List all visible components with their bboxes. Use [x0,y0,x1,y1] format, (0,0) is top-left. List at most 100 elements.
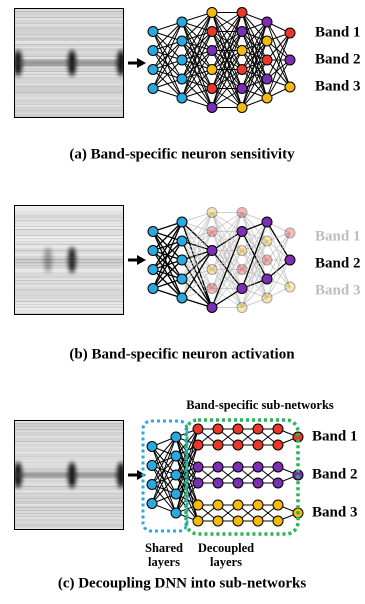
noise [14,34,124,35]
neuron [237,208,247,218]
neuron [148,265,158,275]
noise [14,115,124,116]
noise [14,217,124,218]
band-label: Band 3 [315,78,360,94]
noise [14,431,124,432]
neuron [213,462,223,472]
shared-label: Shared [145,541,183,555]
noise [14,440,124,441]
neuron [273,516,283,526]
noise [14,219,124,220]
noise [14,277,124,278]
noise [14,313,124,314]
noise [14,97,124,98]
neuron [285,55,295,65]
noise [14,444,124,445]
neuron [262,293,272,303]
noise [14,246,124,247]
neuron [177,93,187,103]
noise [14,241,124,242]
streak [14,61,124,65]
shared-label: layers [148,555,180,569]
noise [14,11,124,12]
noise [14,426,124,427]
noise [14,47,124,48]
neuron [193,478,203,488]
noise [14,464,124,465]
noise [14,232,124,233]
noise [14,238,124,239]
noise [14,222,124,223]
neuron [207,303,217,313]
noise [14,210,124,211]
noise [14,53,124,54]
noise [14,274,124,275]
neuron [285,228,295,238]
noise [14,432,124,433]
noise [14,276,124,277]
noise [14,14,124,15]
noise [14,32,124,33]
arrow-head [137,58,146,68]
noise [14,220,124,221]
noise [14,98,124,99]
noise [14,488,124,489]
noise [14,235,124,236]
noise [14,92,124,93]
neuron [193,516,203,526]
noise [14,208,124,209]
neuron [273,462,283,472]
noise [14,515,124,516]
noise [14,207,124,208]
noise [14,462,124,463]
noise [14,28,124,29]
noise [14,250,124,251]
noise [14,428,124,429]
noise [14,461,124,462]
band-label: Band 2 [315,51,360,67]
neuron [285,82,295,92]
neuron [207,246,217,256]
noise [14,291,124,292]
neuron [171,508,181,518]
decoupled-label: Decoupled [198,541,254,555]
subnetworks-title: Band-specific sub-networks [186,398,334,412]
neuron [285,28,295,38]
noise [14,503,124,504]
neuron [171,470,181,480]
neuron [148,246,158,256]
neuron [207,65,217,75]
noise [14,300,124,301]
neuron [213,516,223,526]
neuron [237,27,247,37]
neuron [193,500,203,510]
noise [14,289,124,290]
neuron [177,74,187,84]
noise [14,423,124,424]
neuron [148,27,158,37]
decoupled-label: layers [210,555,242,569]
noise [14,41,124,42]
neuron [273,440,283,450]
noise [14,211,124,212]
noise [14,270,124,271]
neuron [207,227,217,237]
noise [14,307,124,308]
noise [14,309,124,310]
noise [14,498,124,499]
noise [14,458,124,459]
noise [14,213,124,214]
noise [14,31,124,32]
noise [14,516,124,517]
noise [14,88,124,89]
caption: (c) Decoupling DNN into sub-networks [58,575,307,591]
noise [14,107,124,108]
noise [14,50,124,51]
noise [14,286,124,287]
noise [14,519,124,520]
neuron [237,227,247,237]
noise [14,509,124,510]
noise [14,528,124,529]
neuron [177,36,187,46]
noise [14,74,124,75]
